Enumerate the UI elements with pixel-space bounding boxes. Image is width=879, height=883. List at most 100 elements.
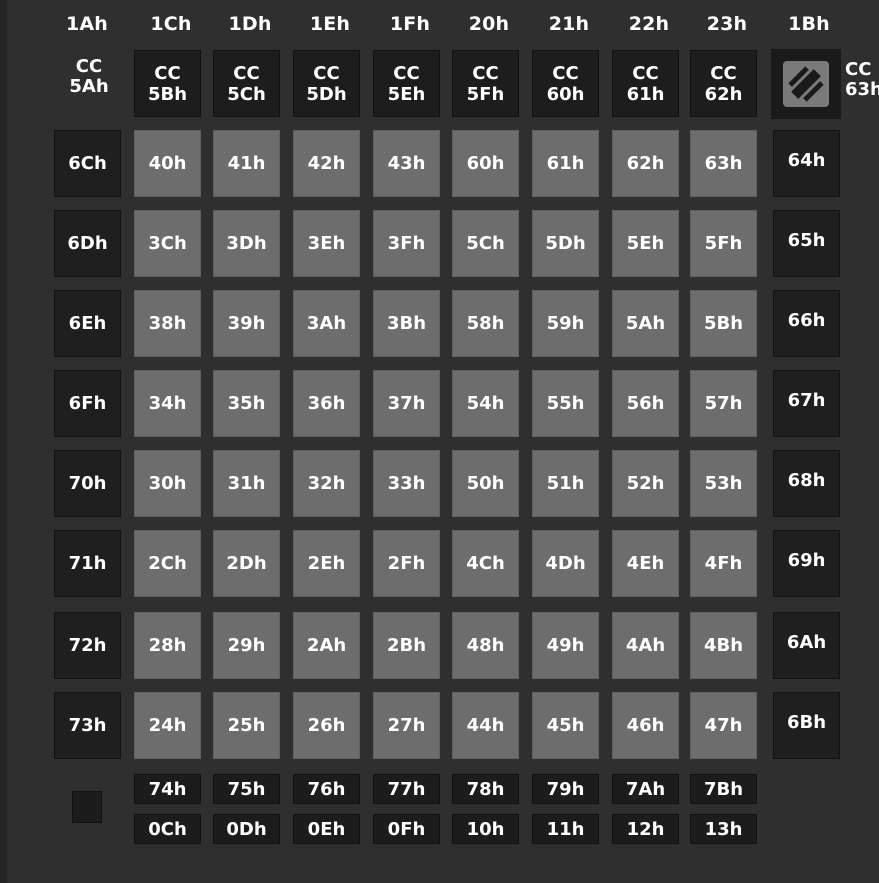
right-side-button[interactable]: 6Ah	[773, 612, 840, 679]
right-side-button[interactable]: 6Bh	[773, 692, 840, 759]
bottom-button-row1[interactable]: 75h	[213, 774, 280, 804]
grid-pad[interactable]: 24h	[134, 692, 201, 759]
grid-pad[interactable]: 50h	[452, 450, 519, 517]
grid-pad[interactable]: 2Eh	[293, 530, 360, 597]
grid-pad[interactable]: 63h	[690, 130, 757, 197]
grid-pad[interactable]: 42h	[293, 130, 360, 197]
cc-button[interactable]: CC 5Dh	[293, 50, 360, 117]
left-side-button[interactable]: 6Eh	[54, 290, 121, 357]
grid-pad[interactable]: 5Eh	[612, 210, 679, 277]
grid-pad[interactable]: 5Ch	[452, 210, 519, 277]
grid-pad[interactable]: 31h	[213, 450, 280, 517]
grid-pad[interactable]: 5Fh	[690, 210, 757, 277]
grid-pad[interactable]: 48h	[452, 612, 519, 679]
left-side-button[interactable]: 72h	[54, 612, 121, 679]
right-side-button[interactable]: 67h	[773, 370, 840, 437]
grid-pad[interactable]: 44h	[452, 692, 519, 759]
grid-pad[interactable]: 3Bh	[373, 290, 440, 357]
grid-pad[interactable]: 58h	[452, 290, 519, 357]
grid-pad[interactable]: 60h	[452, 130, 519, 197]
left-side-button[interactable]: 73h	[54, 692, 121, 759]
right-side-button[interactable]: 65h	[773, 210, 840, 277]
grid-pad[interactable]: 36h	[293, 370, 360, 437]
grid-pad[interactable]: 2Dh	[213, 530, 280, 597]
bottom-button-row2[interactable]: 10h	[452, 814, 519, 844]
grid-pad[interactable]: 45h	[532, 692, 599, 759]
bottom-button-row2[interactable]: 11h	[532, 814, 599, 844]
grid-pad[interactable]: 2Ch	[134, 530, 201, 597]
grid-pad[interactable]: 39h	[213, 290, 280, 357]
grid-pad[interactable]: 56h	[612, 370, 679, 437]
grid-pad[interactable]: 49h	[532, 612, 599, 679]
bottom-button-row1[interactable]: 77h	[373, 774, 440, 804]
grid-pad[interactable]: 55h	[532, 370, 599, 437]
grid-pad[interactable]: 57h	[690, 370, 757, 437]
grid-pad[interactable]: 4Bh	[690, 612, 757, 679]
grid-pad[interactable]: 3Ch	[134, 210, 201, 277]
left-side-button[interactable]: 6Dh	[54, 210, 121, 277]
right-side-button[interactable]: 66h	[773, 290, 840, 357]
left-side-button[interactable]: 6Ch	[54, 130, 121, 197]
grid-pad[interactable]: 62h	[612, 130, 679, 197]
grid-pad[interactable]: 29h	[213, 612, 280, 679]
grid-pad[interactable]: 2Ah	[293, 612, 360, 679]
left-side-button[interactable]: 6Fh	[54, 370, 121, 437]
grid-pad[interactable]: 25h	[213, 692, 280, 759]
bottom-button-row1[interactable]: 79h	[532, 774, 599, 804]
grid-pad[interactable]: 3Eh	[293, 210, 360, 277]
grid-pad[interactable]: 3Fh	[373, 210, 440, 277]
bottom-button-row1[interactable]: 74h	[134, 774, 201, 804]
grid-pad[interactable]: 61h	[532, 130, 599, 197]
grid-pad[interactable]: 4Ah	[612, 612, 679, 679]
grid-pad[interactable]: 3Ah	[293, 290, 360, 357]
setup-button[interactable]	[72, 791, 102, 823]
grid-pad[interactable]: 4Ch	[452, 530, 519, 597]
left-side-button[interactable]: 70h	[54, 450, 121, 517]
grid-pad[interactable]: 2Bh	[373, 612, 440, 679]
bottom-button-row2[interactable]: 0Fh	[373, 814, 440, 844]
right-side-button[interactable]: 69h	[773, 530, 840, 597]
cc-button[interactable]: CC 62h	[690, 50, 757, 117]
bottom-button-row2[interactable]: 12h	[612, 814, 679, 844]
grid-pad[interactable]: 4Fh	[690, 530, 757, 597]
cc-button[interactable]: CC 60h	[532, 50, 599, 117]
grid-pad[interactable]: 26h	[293, 692, 360, 759]
grid-pad[interactable]: 2Fh	[373, 530, 440, 597]
grid-pad[interactable]: 37h	[373, 370, 440, 437]
grid-pad[interactable]: 47h	[690, 692, 757, 759]
grid-pad[interactable]: 43h	[373, 130, 440, 197]
grid-pad[interactable]: 53h	[690, 450, 757, 517]
right-side-button[interactable]: 64h	[773, 130, 840, 197]
grid-pad[interactable]: 5Bh	[690, 290, 757, 357]
grid-pad[interactable]: 5Ah	[612, 290, 679, 357]
grid-pad[interactable]: 46h	[612, 692, 679, 759]
bottom-button-row2[interactable]: 0Eh	[293, 814, 360, 844]
bottom-button-row1[interactable]: 76h	[293, 774, 360, 804]
bottom-button-row1[interactable]: 7Ah	[612, 774, 679, 804]
cc-button[interactable]: CC 61h	[612, 50, 679, 117]
cc-button[interactable]: CC 5Eh	[373, 50, 440, 117]
grid-pad[interactable]: 34h	[134, 370, 201, 437]
grid-pad[interactable]: 51h	[532, 450, 599, 517]
left-side-button[interactable]: 71h	[54, 530, 121, 597]
cc-button[interactable]: CC 5Bh	[134, 50, 201, 117]
grid-pad[interactable]: 4Dh	[532, 530, 599, 597]
grid-pad[interactable]: 4Eh	[612, 530, 679, 597]
grid-pad[interactable]: 32h	[293, 450, 360, 517]
bottom-button-row1[interactable]: 78h	[452, 774, 519, 804]
grid-pad[interactable]: 52h	[612, 450, 679, 517]
grid-pad[interactable]: 33h	[373, 450, 440, 517]
grid-pad[interactable]: 59h	[532, 290, 599, 357]
grid-pad[interactable]: 5Dh	[532, 210, 599, 277]
logo-button[interactable]	[771, 49, 841, 119]
bottom-button-row2[interactable]: 13h	[690, 814, 757, 844]
grid-pad[interactable]: 28h	[134, 612, 201, 679]
grid-pad[interactable]: 27h	[373, 692, 440, 759]
bottom-button-row2[interactable]: 0Dh	[213, 814, 280, 844]
grid-pad[interactable]: 41h	[213, 130, 280, 197]
grid-pad[interactable]: 40h	[134, 130, 201, 197]
grid-pad[interactable]: 30h	[134, 450, 201, 517]
bottom-button-row2[interactable]: 0Ch	[134, 814, 201, 844]
cc-button[interactable]: CC 5Fh	[452, 50, 519, 117]
bottom-button-row1[interactable]: 7Bh	[690, 774, 757, 804]
